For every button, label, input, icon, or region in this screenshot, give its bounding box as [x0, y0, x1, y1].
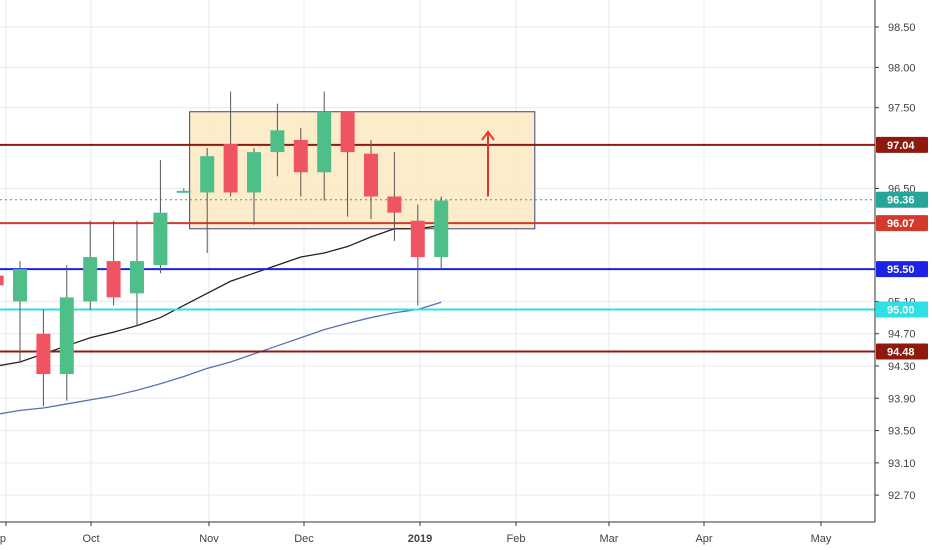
- candle: [317, 91, 332, 201]
- candle-body: [36, 333, 51, 375]
- candle-body: [410, 220, 425, 258]
- y-tick-label: 92.70: [888, 490, 916, 502]
- candles: [0, 91, 449, 407]
- candle-body: [130, 261, 144, 294]
- price-tag-label: 95.50: [887, 264, 915, 276]
- price-tag: [876, 191, 928, 208]
- candle: [153, 160, 168, 274]
- candle-body: [247, 152, 261, 193]
- candle-body: [387, 196, 402, 213]
- price-tag: [876, 301, 928, 318]
- y-tick-label: 93.10: [888, 458, 916, 470]
- y-tick-label: 93.90: [888, 393, 916, 405]
- candle: [200, 148, 215, 253]
- x-tick-label: p: [0, 533, 6, 545]
- arrow-head: [481, 130, 495, 141]
- candle: [410, 204, 425, 306]
- candle: [176, 188, 191, 193]
- y-tick-label: 93.50: [888, 426, 916, 438]
- candle: [270, 103, 285, 177]
- candle-body: [106, 261, 121, 298]
- x-tick-label: 2019: [408, 533, 432, 545]
- candle-body: [13, 269, 27, 302]
- candle-body: [434, 200, 449, 258]
- price-tag: [876, 136, 928, 153]
- range-box: [189, 111, 536, 230]
- price-tag-label: 95.00: [887, 305, 915, 317]
- candle: [0, 275, 4, 286]
- price-tag: [876, 215, 928, 232]
- candle: [59, 265, 74, 401]
- candle-body: [0, 275, 4, 286]
- x-tick-label: Nov: [199, 533, 219, 545]
- x-tick-label: May: [811, 533, 832, 545]
- grid: [0, 0, 875, 522]
- price-tag-label: 94.48: [887, 346, 915, 358]
- x-tick-label: Feb: [507, 533, 526, 545]
- candle: [83, 220, 98, 310]
- price-tag-label: 96.07: [887, 218, 915, 230]
- candle: [223, 91, 238, 197]
- candle-body: [83, 257, 98, 302]
- candle-body: [59, 297, 74, 375]
- range-box-rect: [189, 111, 536, 230]
- horizontal-levels: [0, 143, 875, 353]
- candle-body: [340, 111, 355, 153]
- x-tick-label: Mar: [600, 533, 619, 545]
- candle: [13, 261, 27, 362]
- y-tick-label: 97.50: [888, 103, 916, 115]
- candle-body: [293, 140, 308, 173]
- candle: [387, 152, 402, 241]
- price-tag-label: 97.04: [887, 140, 915, 152]
- y-tick-label: 98.00: [888, 62, 916, 74]
- candle: [340, 111, 355, 217]
- candle: [130, 220, 144, 326]
- x-tick-label: Dec: [294, 533, 314, 545]
- candle: [293, 127, 308, 197]
- candle-body: [270, 130, 285, 153]
- y-tick-label: 94.70: [888, 329, 916, 341]
- price-tag: [876, 343, 928, 360]
- candle: [434, 196, 449, 270]
- candle-body: [317, 111, 332, 173]
- x-tick-label: Oct: [82, 533, 99, 545]
- price-tag-label: 96.36: [887, 195, 915, 207]
- candle: [364, 140, 378, 220]
- candle-body: [200, 156, 215, 193]
- candle-body: [223, 144, 238, 193]
- candle: [106, 220, 121, 306]
- y-tick-label: 94.30: [888, 361, 916, 373]
- candle: [247, 148, 261, 225]
- x-tick-label: Apr: [695, 533, 712, 545]
- price-tag: [876, 261, 928, 278]
- moving-average-line-2: [0, 301, 442, 415]
- candle-body: [364, 153, 378, 197]
- arrow-annotation: [481, 130, 495, 197]
- candle-body: [153, 212, 168, 266]
- y-tick-label: 98.50: [888, 22, 916, 34]
- candle: [36, 309, 51, 407]
- candle-body: [176, 190, 191, 193]
